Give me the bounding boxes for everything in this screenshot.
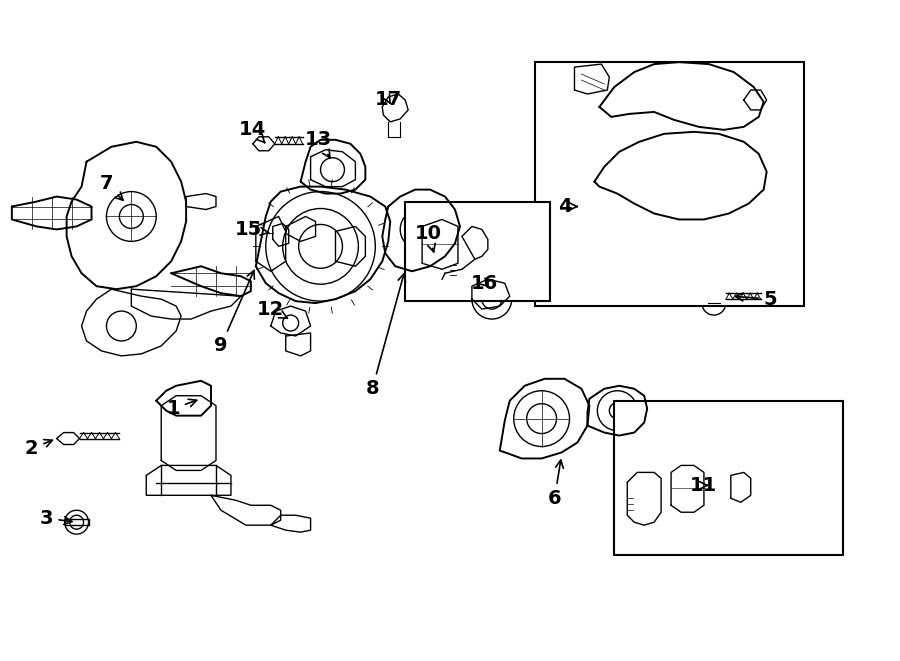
Text: 11: 11 (690, 476, 717, 495)
Text: 17: 17 (374, 91, 401, 110)
Text: 4: 4 (558, 197, 577, 216)
Text: 2: 2 (25, 439, 52, 458)
Text: 9: 9 (214, 270, 255, 356)
Text: 12: 12 (257, 299, 287, 319)
Text: 6: 6 (548, 460, 563, 508)
Text: 7: 7 (100, 174, 123, 200)
Text: 16: 16 (472, 274, 499, 293)
Text: 13: 13 (305, 130, 332, 158)
Text: 10: 10 (415, 224, 442, 252)
Text: 3: 3 (40, 509, 72, 527)
Bar (535, 62, 804, 306)
Bar (615, 401, 843, 555)
Bar (405, 202, 550, 301)
Text: 8: 8 (365, 274, 406, 399)
Text: 14: 14 (239, 120, 266, 143)
Text: 5: 5 (735, 290, 778, 309)
Text: 1: 1 (166, 399, 197, 418)
Text: 15: 15 (235, 220, 268, 239)
